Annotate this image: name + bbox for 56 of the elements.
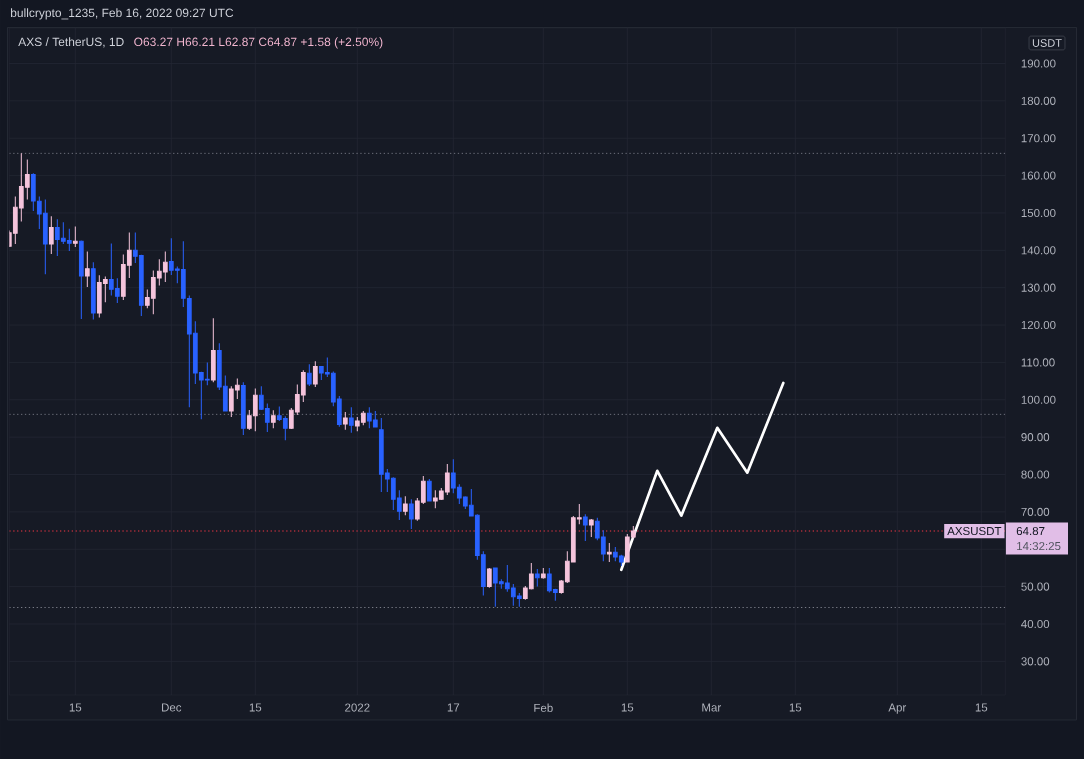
y-tick-label: 110.00	[1021, 358, 1055, 367]
y-tick-label: 180.00	[1021, 96, 1056, 105]
candlestick	[90, 261, 96, 320]
line-series	[619, 381, 785, 572]
y-tick-label: 80.00	[1021, 470, 1050, 479]
x-tick-label: Feb	[534, 703, 553, 712]
text: 64.87	[1016, 526, 1045, 536]
candlestick	[486, 567, 492, 589]
candlestick	[342, 411, 348, 431]
y-tick-label: 70.00	[1021, 507, 1050, 516]
candlestick	[48, 215, 54, 255]
candlestick	[84, 250, 90, 288]
candlestick	[606, 542, 612, 563]
candlestick	[72, 225, 78, 248]
y-tick-label: 50.00	[1021, 582, 1050, 591]
y-tick-label: 40.00	[1021, 619, 1050, 629]
text: O63.27 H66.21 L62.87 C64.87 +1.58 (+2.50%)	[134, 37, 383, 49]
y-tick-label: 90.00	[1021, 433, 1050, 442]
ref-line-label: AXSUSDT	[947, 526, 1002, 536]
candlestick	[402, 495, 408, 516]
candlestick	[270, 409, 276, 429]
y-tick-label: 160.00	[1021, 171, 1056, 180]
x-tick-label: 15	[975, 703, 988, 712]
y-tick-label: 100.00	[1021, 395, 1056, 404]
x-tick-label: 15	[621, 703, 634, 712]
candlestick	[240, 381, 246, 436]
x-tick-label: 15	[789, 703, 802, 712]
candlestick	[588, 518, 594, 538]
candlestick	[348, 406, 354, 434]
y-tick-label: 30.00	[1021, 657, 1050, 666]
y-axis-title: USDT	[1032, 39, 1062, 47]
x-tick-label: 15	[249, 703, 262, 712]
x-tick-label: 17	[447, 703, 460, 712]
y-tick-label: 170.00	[1021, 134, 1056, 143]
candlestick	[78, 240, 84, 320]
x-tick-label: Mar	[702, 703, 722, 712]
candlestick	[210, 317, 216, 383]
x-tick-label: Dec	[162, 703, 182, 712]
text: 14:32:25	[1017, 541, 1061, 551]
candlestick	[540, 567, 546, 580]
x-tick-label: 15	[69, 703, 82, 712]
candlestick	[426, 478, 432, 502]
candlestick	[408, 498, 414, 530]
x-tick-label: Apr	[888, 703, 907, 714]
y-tick-label: 130.00	[1021, 283, 1056, 292]
y-tick-label: 190.00	[1021, 59, 1056, 68]
candlestick	[312, 360, 318, 388]
candlestick	[306, 363, 312, 387]
text: AXS / TetherUS, 1D	[18, 37, 124, 48]
candlestick	[582, 513, 588, 542]
y-tick-label: 140.00	[1021, 246, 1056, 255]
y-tick-label: 120.00	[1021, 320, 1056, 330]
text: bullcrypto_1235, Feb 16, 2022 09:27 UTC	[10, 8, 234, 20]
y-tick-label: 150.00	[1021, 208, 1056, 218]
candlestick	[534, 568, 540, 588]
x-tick-label: 2022	[345, 703, 370, 712]
